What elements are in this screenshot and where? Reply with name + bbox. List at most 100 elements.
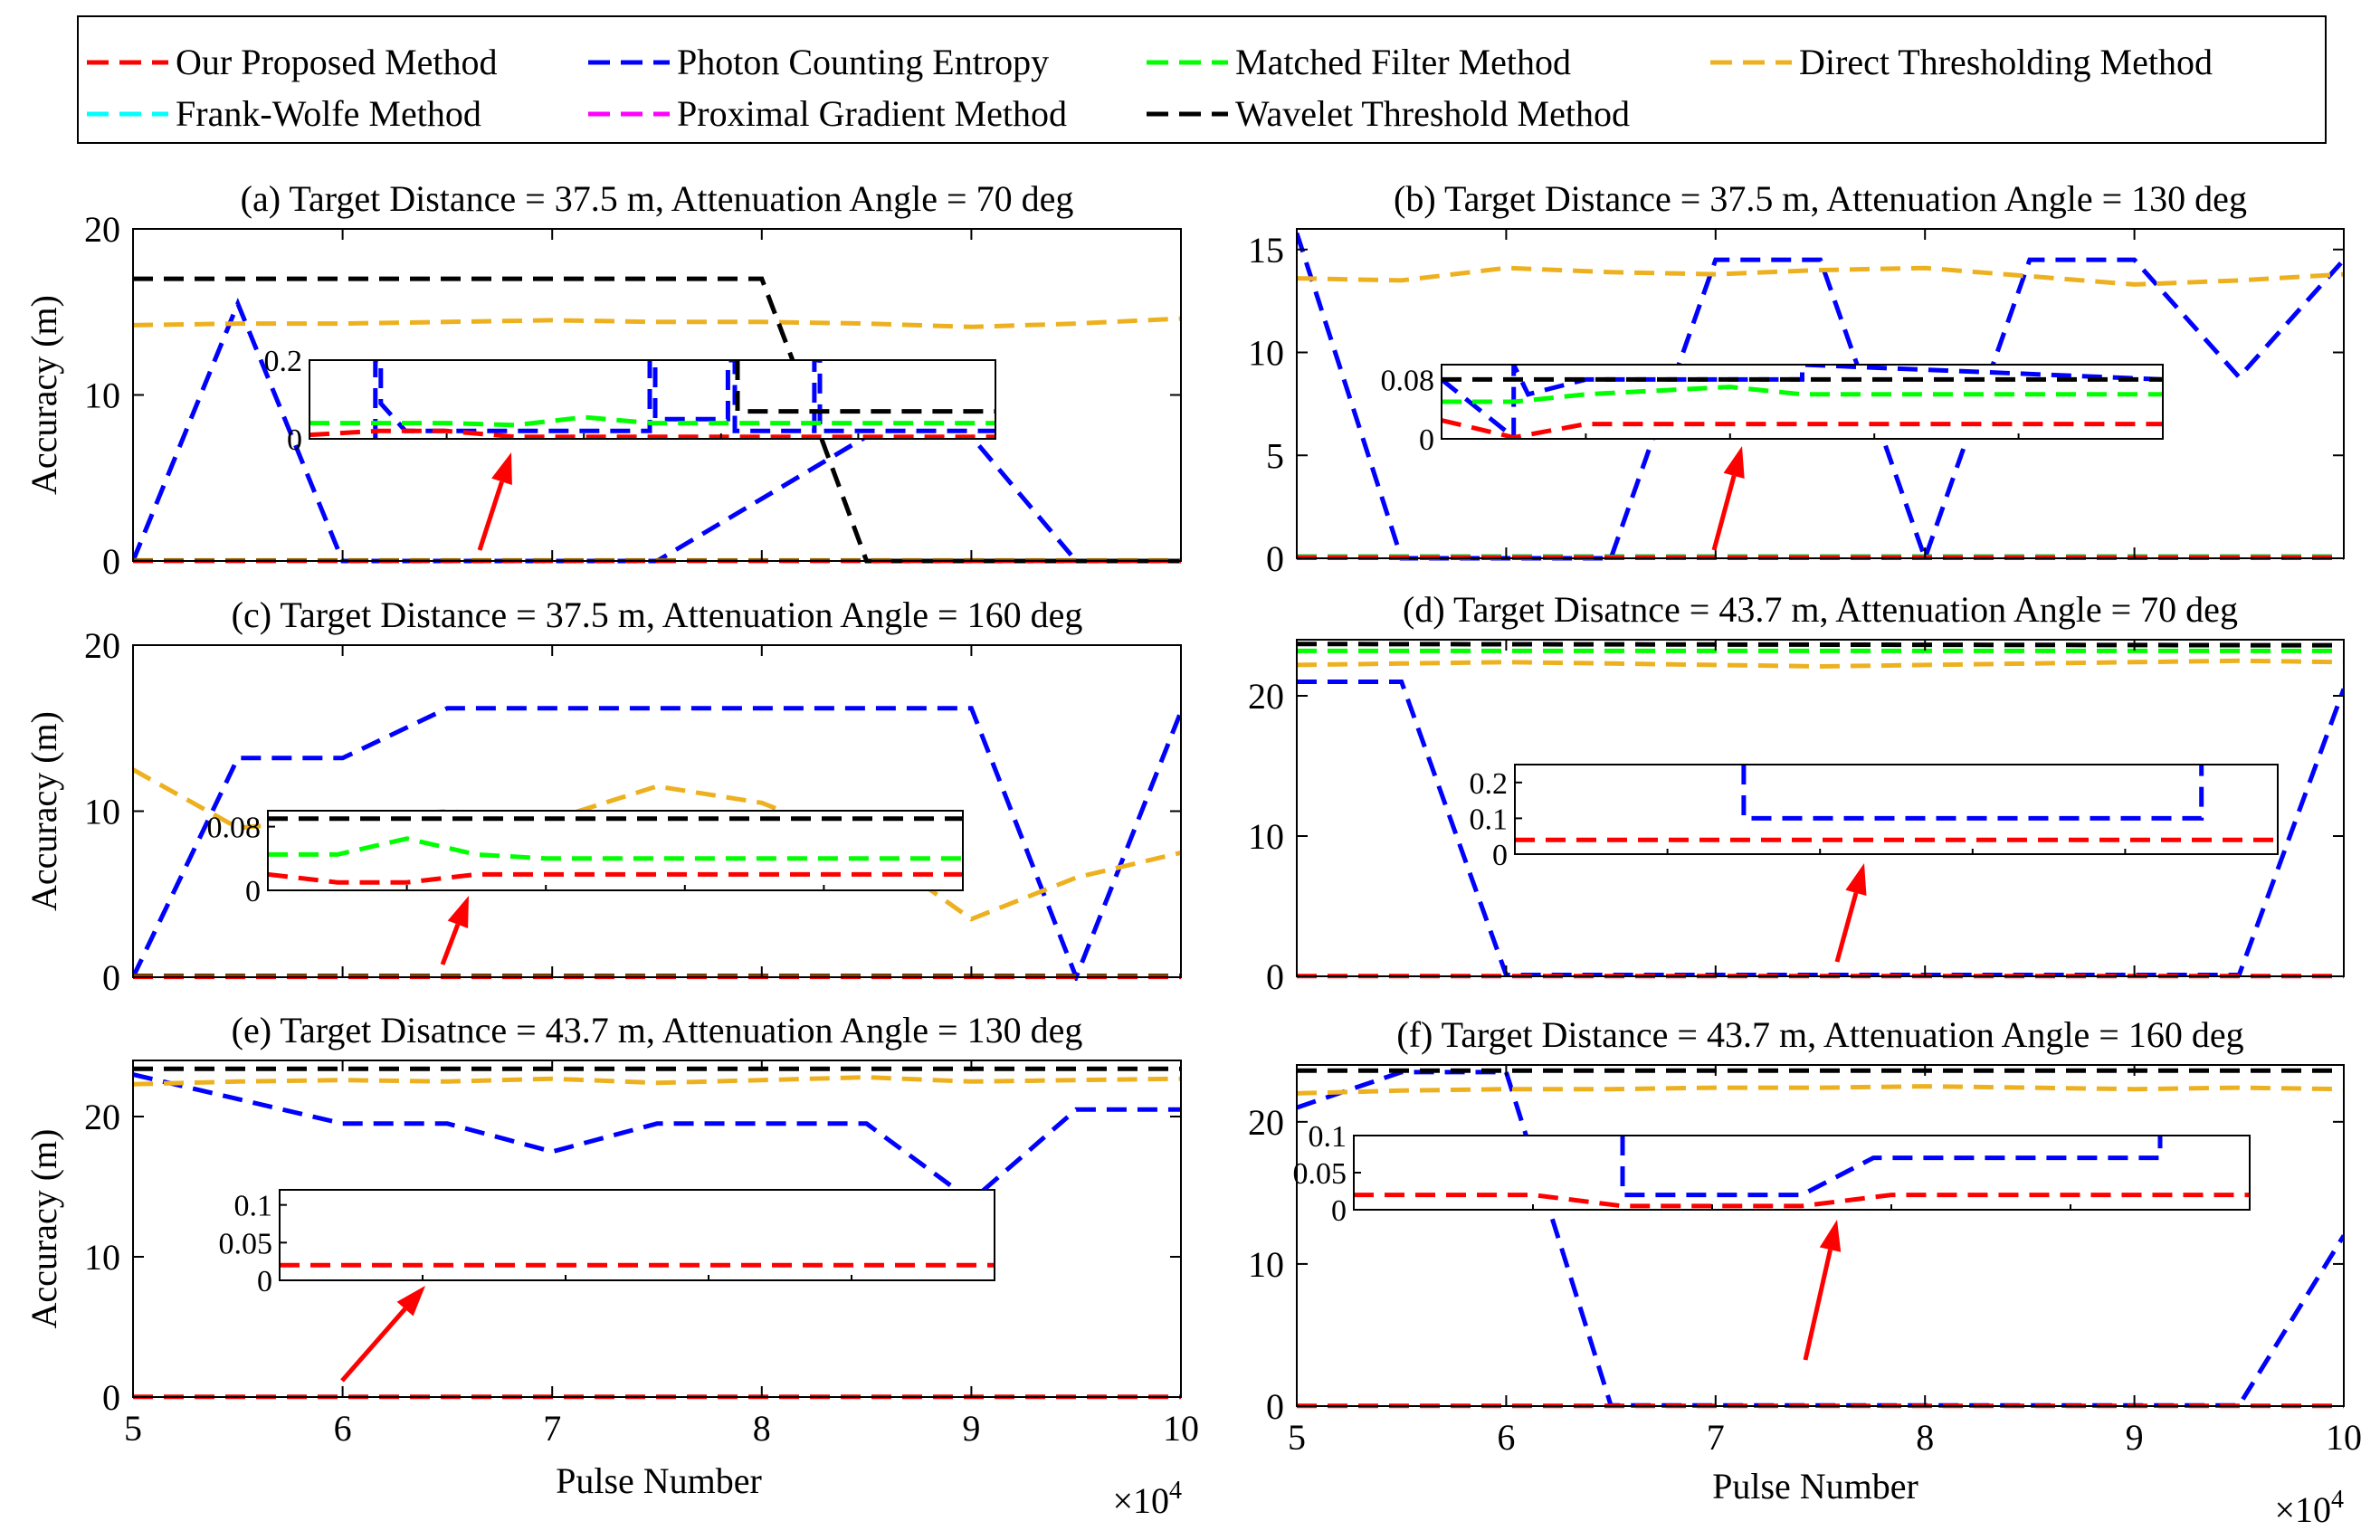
x-tick-label: 9: [962, 1408, 980, 1449]
inset-frame: [309, 359, 996, 440]
x-tick-label: 5: [1288, 1417, 1306, 1458]
legend-label: Matched Filter Method: [1235, 42, 1571, 82]
panel-title: (d) Target Disatnce = 43.7 m, Attenuatio…: [1403, 589, 2238, 630]
y-tick-label: 5: [1266, 435, 1284, 476]
inset-frame: [1514, 764, 2279, 855]
series-line: [133, 1075, 1181, 1087]
x-tick-label: 10: [1163, 1408, 1199, 1449]
series-line: [1297, 1084, 2344, 1096]
inset-y-tick-label: 0.1: [1309, 1120, 1347, 1154]
x-tick-label: 6: [334, 1408, 352, 1449]
x-multiplier-right-base: ×10: [2274, 1489, 2331, 1530]
inset-series-group: [1442, 365, 2163, 439]
inset-area: [1354, 1136, 2250, 1210]
y-tick-label: 10: [1248, 1244, 1284, 1285]
axes-frame: [1296, 1064, 2345, 1407]
inset-d: 00.10.2: [1470, 764, 2279, 872]
inset-y-tick-label: 0: [1419, 423, 1434, 457]
x-tick-label: 9: [2126, 1417, 2144, 1458]
zoom-arrow-head: [1723, 446, 1745, 479]
inset-series-line: [735, 360, 995, 414]
inset-y-tick-label: 0: [287, 423, 302, 457]
inset-series-group: [309, 360, 995, 439]
legend-label: Our Proposed Method: [176, 42, 498, 82]
panel-e: (e) Target Disatnce = 43.7 m, Attenuatio…: [24, 1010, 1199, 1449]
inset-series-line: [1442, 365, 2163, 439]
y-tick-label: 20: [84, 1097, 120, 1137]
inset-series-line: [309, 414, 995, 428]
inset-y-tick-label: 0: [1331, 1194, 1347, 1228]
x-tick-label: 7: [543, 1408, 561, 1449]
panel-title: (e) Target Disatnce = 43.7 m, Attenuatio…: [232, 1010, 1083, 1050]
inset-area: [268, 811, 963, 890]
y-tick-label: 0: [1266, 1386, 1284, 1427]
y-tick-label: 20: [84, 209, 120, 250]
x-tick-label: 7: [1707, 1417, 1725, 1458]
y-tick-label: 0: [102, 541, 120, 582]
inset-y-tick-label: 0.08: [207, 812, 262, 845]
x-multiplier-right: ×104: [2274, 1486, 2344, 1530]
plot-area: [1297, 1065, 2344, 1406]
y-tick-label: 10: [84, 1237, 120, 1278]
axis-footers: Pulse Number Pulse Number ×104 ×104: [556, 1460, 2344, 1530]
series-line: [1297, 658, 2344, 670]
zoom-arrow-head: [396, 1286, 425, 1317]
y-tick-label: 10: [1248, 333, 1284, 374]
inset-frame: [279, 1189, 995, 1281]
x-tick-label: 8: [1916, 1417, 1934, 1458]
inset-y-tick-label: 0.1: [1470, 803, 1509, 836]
x-tick-label: 5: [124, 1408, 142, 1449]
inset-series-line: [309, 428, 995, 439]
inset-y-tick-label: 0.2: [1470, 767, 1509, 801]
axes-frame: [132, 1060, 1182, 1398]
zoom-arrow-head: [1819, 1220, 1842, 1252]
panel-c: (c) Target Distance = 37.5 m, Attenuatio…: [24, 594, 1182, 998]
x-tick-label: 6: [1497, 1417, 1515, 1458]
xlabel-right: Pulse Number: [1712, 1466, 1918, 1507]
x-multiplier-right-exp: 4: [2331, 1486, 2344, 1514]
x-multiplier-left: ×104: [1112, 1477, 1182, 1521]
inset-y-tick-label: 0.05: [1293, 1157, 1347, 1191]
y-tick-label: 10: [1248, 816, 1284, 857]
inset-area: [309, 360, 995, 439]
inset-frame: [267, 810, 964, 891]
inset-series-line: [268, 871, 963, 885]
inset-series-line: [268, 836, 963, 861]
axes-frame: [1296, 639, 2345, 977]
inset-a: 00.2: [264, 345, 996, 457]
inset-y-tick-label: 0: [245, 875, 261, 908]
zoom-arrow-head: [1845, 863, 1867, 896]
xlabel-left: Pulse Number: [556, 1460, 762, 1501]
y-tick-label: 20: [1248, 676, 1284, 717]
inset-y-tick-label: 0.1: [234, 1190, 273, 1223]
series-line: [1297, 642, 2344, 648]
legend-box: [77, 15, 2327, 144]
axes-frame: [1296, 228, 2345, 559]
inset-frame: [1441, 364, 2164, 440]
panel-title: (a) Target Distance = 37.5 m, Attenuatio…: [241, 178, 1074, 219]
zoom-arrow: [1834, 892, 1859, 963]
zoom-arrow-head: [491, 452, 512, 485]
inset-series-group: [1354, 1136, 2250, 1209]
zoom-arrow-head: [447, 896, 469, 928]
panel-b: (b) Target Distance = 37.5 m, Attenuatio…: [1248, 178, 2345, 579]
zoom-arrow: [340, 1307, 407, 1383]
inset-series-group: [1515, 765, 2278, 842]
inset-y-tick-label: 0.08: [1381, 364, 1435, 397]
y-tick-label: 15: [1248, 230, 1284, 271]
inset-f: 00.050.1: [1293, 1120, 2251, 1228]
panel-f: (f) Target Distance = 43.7 m, Attenuatio…: [1248, 1014, 2362, 1458]
series-line: [133, 297, 1181, 564]
inset-series-line: [1442, 418, 2163, 439]
inset-series-line: [373, 360, 995, 439]
inset-series-line: [1741, 765, 2204, 821]
y-tick-label: 0: [1266, 956, 1284, 997]
panel-d: (d) Target Disatnce = 43.7 m, Attenuatio…: [1248, 589, 2345, 997]
legend-label: Direct Thresholding Method: [1799, 42, 2213, 82]
y-tick-label: 0: [1266, 538, 1284, 579]
inset-y-tick-label: 0.2: [264, 345, 303, 378]
inset-e: 0 0.05 0.1: [219, 1189, 995, 1298]
zoom-arrow: [1803, 1249, 1833, 1361]
series-line: [133, 1072, 1181, 1204]
